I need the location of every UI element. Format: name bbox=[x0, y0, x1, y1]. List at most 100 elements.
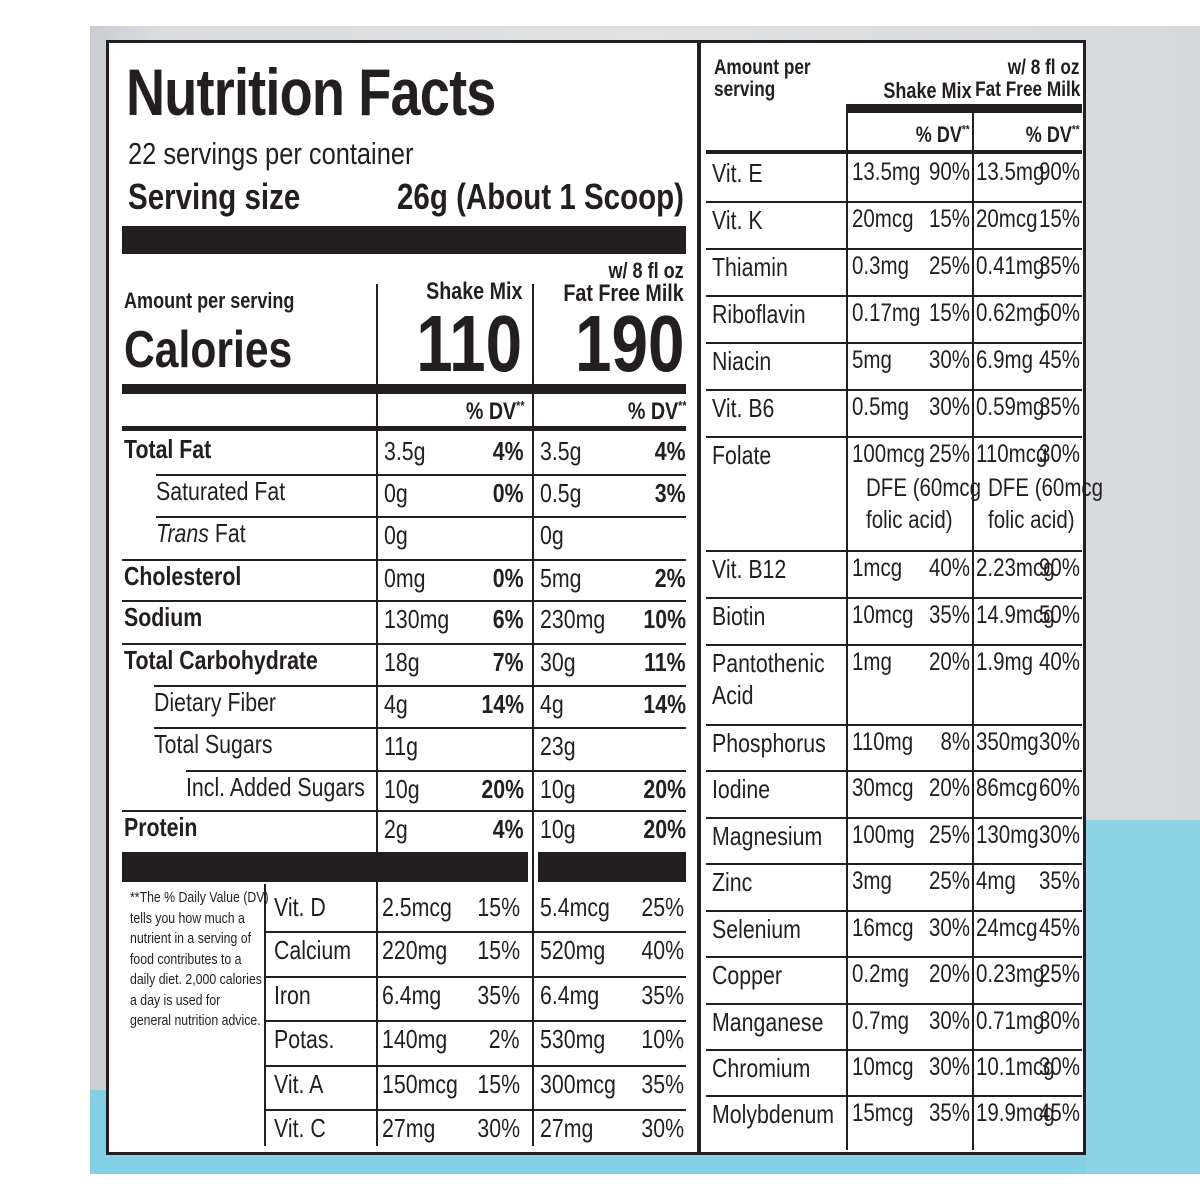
nutrient-milk-amount: 0.5g bbox=[540, 478, 582, 508]
nutrient-label: Sodium bbox=[124, 602, 203, 632]
nutrient-milk-dv: 11% bbox=[644, 647, 686, 677]
nutrient-milk-dv: 20% bbox=[643, 774, 686, 804]
vitamin-divider bbox=[706, 770, 1082, 772]
vitamin-mix-amount: 2.5mcg bbox=[382, 892, 452, 922]
col-header-shake-mix: Shake Mix bbox=[425, 278, 522, 305]
calories-label: Calories bbox=[124, 321, 293, 379]
nutrient-milk-dv: 2% bbox=[655, 563, 686, 593]
nutrient-mix-amount: 0g bbox=[384, 520, 408, 550]
dv-header-mix: % DV** bbox=[465, 398, 524, 425]
vitamin-divider bbox=[706, 248, 1082, 250]
nutrient-mix-amount: 4g bbox=[384, 689, 408, 719]
nutrient-mix-amount: 10g bbox=[384, 774, 420, 804]
nutrient-mix-dv: 6% bbox=[493, 604, 524, 634]
vitamin-milk-dv: 25% bbox=[1038, 960, 1080, 988]
vitamin-label: Copper bbox=[712, 960, 782, 990]
vitamin-divider bbox=[266, 931, 686, 933]
vitamin-milk-amount: 24mcg bbox=[976, 914, 1038, 942]
vitamin-label-line2: Acid bbox=[712, 680, 754, 710]
nutrient-label: Protein bbox=[124, 812, 198, 842]
vitamin-label: Vit. C bbox=[274, 1113, 326, 1143]
vitamin-label: Vit. B6 bbox=[712, 393, 775, 423]
vitamin-label: Niacin bbox=[712, 346, 772, 376]
vitamin-milk-dv: 25% bbox=[641, 892, 684, 922]
vitamin-milk-amount: 0.71mg bbox=[976, 1007, 1045, 1035]
nutrient-mix-amount: 18g bbox=[384, 647, 420, 677]
vitamin-label: Biotin bbox=[712, 601, 766, 631]
vitamin-divider bbox=[706, 817, 1082, 819]
vitamin-mix-amount: 150mcg bbox=[382, 1069, 458, 1099]
vitamin-divider bbox=[706, 597, 1082, 599]
medium-rule bbox=[122, 384, 686, 394]
vitamin-mix-dv: 15% bbox=[928, 299, 970, 327]
vitamin-divider bbox=[706, 550, 1082, 552]
nutrient-milk-amount: 30g bbox=[540, 647, 576, 677]
vitamin-mix-amount: 140mg bbox=[382, 1024, 448, 1054]
nutrient-mix-dv: 4% bbox=[493, 814, 524, 844]
nutrient-milk-amount: 3.5g bbox=[540, 436, 582, 466]
vitamin-mix-dv: 25% bbox=[928, 867, 970, 895]
vitamin-divider bbox=[706, 1049, 1082, 1051]
calories-shake-mix: 110 bbox=[416, 299, 522, 388]
vitamin-mix-dv: 20% bbox=[928, 774, 970, 802]
vitamin-mix-dv: 15% bbox=[477, 935, 520, 965]
right-rule-under-dv bbox=[706, 150, 1082, 154]
vitamin-label: Riboflavin bbox=[712, 299, 806, 329]
footnote-line: daily diet. 2,000 calories bbox=[130, 970, 291, 990]
footnote-text: a day is used for bbox=[130, 991, 221, 1009]
footnote-text: daily diet. 2,000 calories bbox=[130, 971, 262, 988]
vitamin-mix-amount: 30mcg bbox=[852, 774, 914, 802]
vitamin-divider bbox=[706, 956, 1082, 958]
right-col-header-milk-line2: Fat Free Milk bbox=[974, 78, 1080, 101]
vitamin-mix-dv: 25% bbox=[928, 252, 970, 280]
vitamin-milk-amount: 20mcg bbox=[976, 205, 1038, 233]
nutrient-milk-dv: 3% bbox=[655, 478, 686, 508]
vitamin-mix-amount: 0.3mg bbox=[852, 252, 909, 280]
vitamin-divider bbox=[266, 1065, 686, 1067]
rule-under-dv bbox=[122, 426, 686, 431]
vitamin-mix-amount: 16mcg bbox=[852, 914, 914, 942]
nutrient-milk-dv: 10% bbox=[643, 604, 686, 634]
vitamin-label: Molybdenum bbox=[712, 1099, 835, 1129]
calories-with-milk: 190 bbox=[574, 299, 684, 388]
nutrient-label: Saturated Fat bbox=[156, 476, 286, 506]
vitamin-milk-dv: 45% bbox=[1038, 1099, 1080, 1127]
vitamin-milk-amount: 27mg bbox=[540, 1113, 594, 1143]
right-col-header-shake-mix: Shake Mix bbox=[883, 78, 972, 103]
vitamin-milk-dv: 50% bbox=[1038, 299, 1080, 327]
vitamin-mix-amount: 0.17mg bbox=[852, 299, 921, 327]
nutrient-divider bbox=[122, 643, 686, 645]
vitamin-mix-dv: 20% bbox=[928, 648, 970, 676]
col-divider-1 bbox=[376, 284, 378, 1146]
vitamin-divider bbox=[706, 436, 1082, 438]
vitamin-milk-dv: 45% bbox=[1038, 346, 1080, 374]
vitamin-divider bbox=[706, 342, 1082, 344]
right-col-header-milk-line1: w/ 8 fl oz bbox=[1008, 56, 1080, 79]
nutrient-milk-amount: 5mg bbox=[540, 563, 582, 593]
vitamin-label: Vit. D bbox=[274, 892, 326, 922]
vitamin-label: Vit. A bbox=[274, 1069, 324, 1099]
thick-rule-top bbox=[122, 226, 686, 254]
nutrient-milk-amount: 230mg bbox=[540, 604, 606, 634]
folate-milk-note-1: DFE (60mcg bbox=[988, 474, 1104, 502]
vitamin-milk-dv: 30% bbox=[1038, 1007, 1080, 1035]
footnote-line: food contributes to a bbox=[130, 950, 266, 970]
vitamin-mix-dv: 20% bbox=[928, 960, 970, 988]
vitamin-milk-dv: 30% bbox=[1038, 440, 1080, 468]
vitamin-milk-amount: 110mcg bbox=[976, 440, 1048, 468]
vitamin-milk-dv: 30% bbox=[1038, 728, 1080, 756]
right-col-divider-1 bbox=[846, 104, 848, 1150]
vitamin-label: Iodine bbox=[712, 774, 771, 804]
vitamin-milk-dv: 35% bbox=[1038, 252, 1080, 280]
footnote-text: tells you how much a bbox=[130, 909, 245, 927]
vitamin-milk-dv: 35% bbox=[641, 980, 684, 1010]
vitamin-label: Potas. bbox=[274, 1024, 335, 1054]
vitamin-mix-amount: 6.4mg bbox=[382, 980, 442, 1010]
footnote-text: **The % Daily Value (DV) bbox=[130, 889, 269, 906]
vitamin-milk-dv: 35% bbox=[1038, 393, 1080, 421]
vitamin-milk-amount: 0.59mg bbox=[976, 393, 1045, 421]
vitamin-divider bbox=[706, 1003, 1082, 1005]
vitamin-mix-amount: 0.2mg bbox=[852, 960, 909, 988]
nutrient-milk-amount: 0g bbox=[540, 520, 564, 550]
folate-mix-note-1: DFE (60mcg bbox=[866, 474, 982, 502]
